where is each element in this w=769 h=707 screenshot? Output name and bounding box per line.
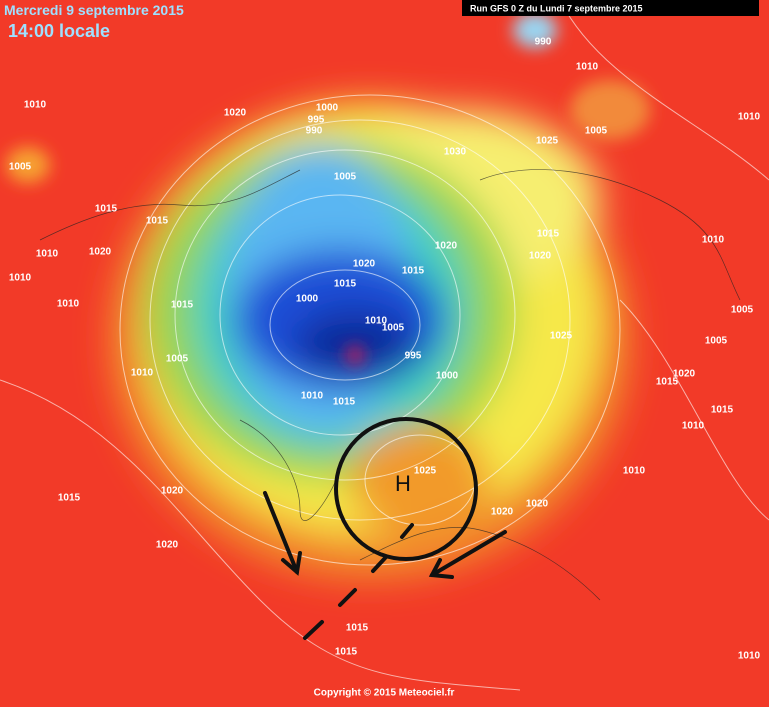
isobar-label: 1020 bbox=[89, 247, 112, 258]
isobar-label: 1015 bbox=[537, 229, 560, 240]
isobar-label: 1010 bbox=[36, 249, 59, 260]
isobar-label: 990 bbox=[306, 126, 323, 137]
isobar-label: 1010 bbox=[57, 299, 80, 310]
isobar-label: 1010 bbox=[24, 100, 47, 111]
isobar-label: 1010 bbox=[131, 368, 154, 379]
isobar-label: 1020 bbox=[526, 499, 549, 510]
annotation-arrows bbox=[263, 491, 507, 640]
isobar-label: 1010 bbox=[9, 273, 32, 284]
isobar-label: 1025 bbox=[550, 331, 573, 342]
isobars bbox=[0, 0, 769, 691]
map-time: 14:00 locale bbox=[8, 21, 110, 41]
isobar-label: 1020 bbox=[529, 251, 552, 262]
isobar-label: 1025 bbox=[414, 466, 437, 477]
isobar-label: 1000 bbox=[436, 371, 459, 382]
isobar-label: 1015 bbox=[146, 216, 169, 227]
isobar-label: 1015 bbox=[333, 397, 356, 408]
isobar-label: 1015 bbox=[171, 300, 194, 311]
copyright: Copyright © 2015 Meteociel.fr bbox=[314, 688, 455, 699]
isobar-label: 1010 bbox=[365, 316, 388, 327]
pressure-field bbox=[110, 100, 630, 580]
isobar-label: 1020 bbox=[161, 486, 184, 497]
isobar-label: 1015 bbox=[656, 377, 679, 388]
isobar-label: 1005 bbox=[731, 305, 754, 316]
isobar-label: 1015 bbox=[711, 405, 734, 416]
high-marker: H bbox=[395, 471, 411, 496]
isobar-label: 1015 bbox=[335, 647, 358, 658]
isobar-label: 995 bbox=[405, 351, 422, 362]
isobar-label: 1015 bbox=[95, 204, 118, 215]
isobar-label: 1010 bbox=[738, 651, 761, 662]
isobar-label: 1005 bbox=[9, 162, 32, 173]
isobar-label: 1020 bbox=[156, 540, 179, 551]
coastlines bbox=[39, 169, 741, 601]
isobar-label: 1020 bbox=[435, 241, 458, 252]
run-info: Run GFS 0 Z du Lundi 7 septembre 2015 bbox=[470, 3, 643, 13]
isobar-label: 1020 bbox=[224, 108, 247, 119]
isobar-label: 1000 bbox=[316, 103, 339, 114]
isobar-label: 1020 bbox=[673, 369, 696, 380]
isobar-label: 1010 bbox=[738, 112, 761, 123]
isobar-label: 1010 bbox=[702, 235, 725, 246]
isobar-label: 1020 bbox=[491, 507, 514, 518]
isobar-label: 1020 bbox=[353, 259, 376, 270]
isobar-label: 1010 bbox=[682, 421, 705, 432]
map-date: Mercredi 9 septembre 2015 bbox=[4, 2, 184, 18]
isobar-label: 1005 bbox=[382, 323, 405, 334]
annotation-circle bbox=[334, 417, 478, 561]
isobar-label: 1005 bbox=[166, 354, 189, 365]
isobar-label: 1005 bbox=[334, 172, 357, 183]
isobar-label: 1000 bbox=[296, 294, 319, 305]
isobar-label: 1015 bbox=[402, 266, 425, 277]
isobar-label: 1015 bbox=[334, 279, 357, 290]
isobar-label: 1005 bbox=[585, 126, 608, 137]
isobar-label: 995 bbox=[308, 115, 325, 126]
isobar-label: 1005 bbox=[705, 336, 728, 347]
isobar-label: 1015 bbox=[346, 623, 369, 634]
isobar-label: 1030 bbox=[444, 147, 467, 158]
isobar-label: 1010 bbox=[623, 466, 646, 477]
isobar-label: 990 bbox=[535, 37, 552, 48]
isobar-label: 1010 bbox=[301, 391, 324, 402]
run-banner bbox=[462, 0, 759, 16]
isobar-label: 1010 bbox=[576, 62, 599, 73]
isobar-label: 1025 bbox=[536, 136, 559, 147]
isobar-label: 1015 bbox=[58, 493, 81, 504]
